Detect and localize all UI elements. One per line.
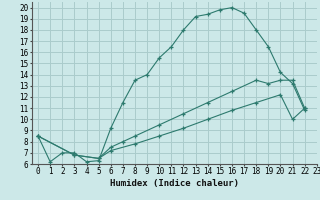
X-axis label: Humidex (Indice chaleur): Humidex (Indice chaleur) [110, 179, 239, 188]
